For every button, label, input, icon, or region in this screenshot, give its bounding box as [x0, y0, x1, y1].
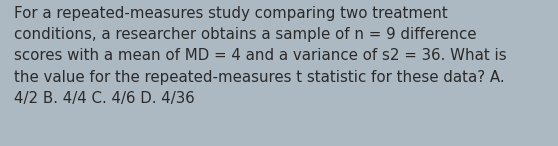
Text: For a repeated-measures study comparing two treatment
conditions, a researcher o: For a repeated-measures study comparing … — [14, 6, 507, 106]
